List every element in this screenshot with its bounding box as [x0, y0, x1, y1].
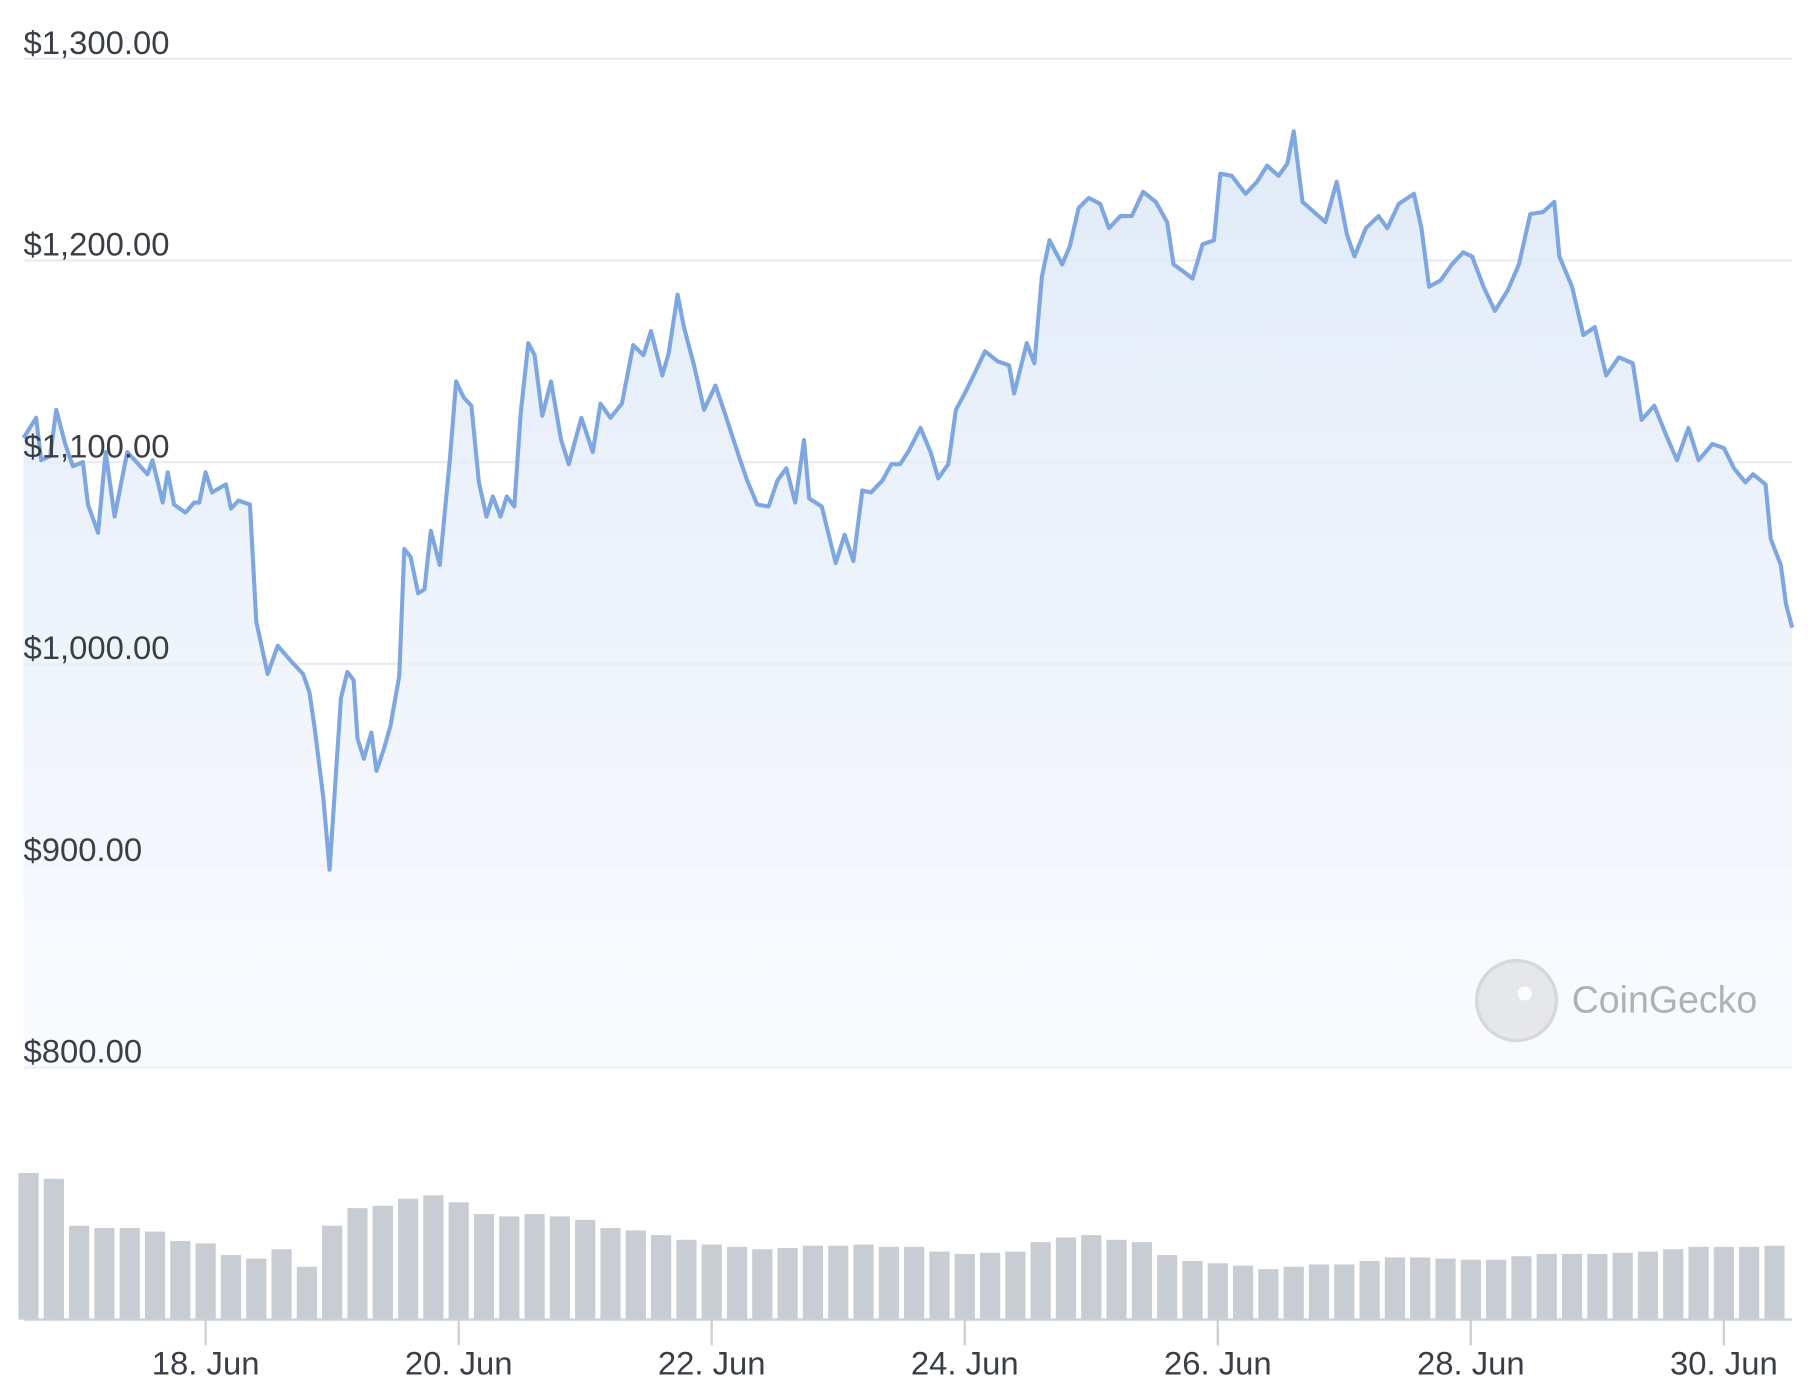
volume-bar: [43, 1178, 64, 1320]
volume-bar: [726, 1246, 748, 1320]
volume-bar: [549, 1216, 571, 1320]
volume-bar: [119, 1228, 140, 1320]
volume-bar: [651, 1235, 672, 1320]
volume-bar: [701, 1244, 722, 1320]
volume-bar: [1612, 1252, 1633, 1320]
watermark-text: CoinGecko: [1572, 978, 1758, 1020]
watermark: CoinGecko: [1474, 958, 1758, 1043]
logo-eye: [1517, 986, 1532, 1001]
volume-bar: [1410, 1257, 1431, 1320]
volume-bar: [246, 1258, 267, 1320]
volume-bar: [1663, 1249, 1684, 1320]
y-tick-label: $1,300.00: [23, 24, 169, 61]
volume-bar: [828, 1245, 849, 1320]
volume-bar: [423, 1195, 444, 1320]
volume-bar: [1030, 1242, 1051, 1320]
y-tick-label: $1,100.00: [23, 427, 169, 464]
volume-bar: [69, 1225, 90, 1320]
volume-bar: [929, 1251, 950, 1320]
volume-bar: [144, 1231, 166, 1320]
volume-bar: [1536, 1253, 1557, 1320]
price-line: [21, 129, 1795, 872]
x-tick-label: 20. Jun: [405, 1345, 513, 1382]
volume-bar: [1207, 1263, 1228, 1320]
volume-bar: [1637, 1251, 1659, 1320]
y-tick-label: $800.00: [23, 1033, 142, 1070]
volume-bar: [372, 1205, 393, 1320]
volume-bar: [676, 1239, 697, 1320]
volume-bar: [524, 1214, 545, 1320]
volume-bar: [1384, 1257, 1406, 1320]
volume-bar: [1587, 1253, 1608, 1320]
volume-bar: [1308, 1264, 1330, 1320]
volume-bar: [979, 1252, 1001, 1320]
volume-bar: [1688, 1246, 1709, 1320]
x-tick-label: 18. Jun: [152, 1345, 260, 1382]
volume-bar: [1131, 1242, 1152, 1320]
volume-bar: [625, 1230, 646, 1320]
area: [23, 131, 1793, 1068]
x-tick-label: 24. Jun: [911, 1345, 1019, 1382]
volume-bar: [904, 1246, 925, 1320]
volume-bar: [1435, 1258, 1456, 1320]
volume-bar: [1511, 1256, 1532, 1320]
volume-bar: [802, 1245, 824, 1320]
volume-bar: [170, 1240, 191, 1320]
volume-bar: [499, 1216, 520, 1320]
logo: [1474, 958, 1559, 1043]
volume-bar: [1106, 1239, 1127, 1320]
volume-bar: [752, 1249, 773, 1320]
volume-bar: [1739, 1246, 1760, 1320]
volume-bar: [1561, 1253, 1583, 1320]
volume-bar: [600, 1228, 621, 1320]
volume-bar: [777, 1248, 798, 1320]
volume-bar: [347, 1208, 368, 1320]
x-tick-label: 22. Jun: [658, 1345, 766, 1382]
volume-bar: [1713, 1246, 1734, 1320]
volume-bar: [1005, 1251, 1026, 1320]
volume-bar: [1258, 1269, 1279, 1320]
volume-bar: [1055, 1237, 1077, 1320]
x-tick-label: 30. Jun: [1670, 1345, 1778, 1382]
volume-bar: [448, 1202, 469, 1320]
volume-bar: [1232, 1265, 1254, 1320]
volume-bar: [1486, 1259, 1507, 1320]
volume-bar: [1182, 1260, 1203, 1320]
y-tick-label: $900.00: [23, 831, 142, 868]
volume-bar: [195, 1243, 216, 1320]
x-tick-label: 28. Jun: [1417, 1345, 1525, 1382]
volume-bar: [397, 1198, 419, 1320]
volume-bar: [1460, 1259, 1481, 1320]
y-tick-label: $1,200.00: [23, 226, 169, 263]
volume-bar: [575, 1219, 596, 1320]
volume-bar: [220, 1255, 242, 1320]
volume-bar: [853, 1244, 874, 1320]
y-tick-label: $1,000.00: [23, 629, 169, 666]
volume-bar: [1334, 1264, 1355, 1320]
x-tick-label: 26. Jun: [1164, 1345, 1272, 1382]
volume-bar: [954, 1253, 975, 1320]
volume-bar: [296, 1266, 317, 1320]
volume-bar: [473, 1214, 495, 1320]
volume-bar: [271, 1249, 292, 1320]
volume-bar: [1764, 1245, 1785, 1320]
volume-bar: [322, 1225, 343, 1320]
volume-bar: [878, 1246, 899, 1320]
volume-bar: [1157, 1255, 1178, 1320]
volume-bar: [1081, 1235, 1102, 1320]
volume-bar: [94, 1228, 115, 1320]
volume-bar: [1359, 1260, 1380, 1320]
volume-bar: [18, 1172, 39, 1320]
volume-bar: [1283, 1266, 1304, 1320]
plot: [18, 129, 1795, 1346]
labels: $800.00 $900.00 $1,000.00 $1,100.00 $1,200.0…: [23, 24, 1777, 1382]
